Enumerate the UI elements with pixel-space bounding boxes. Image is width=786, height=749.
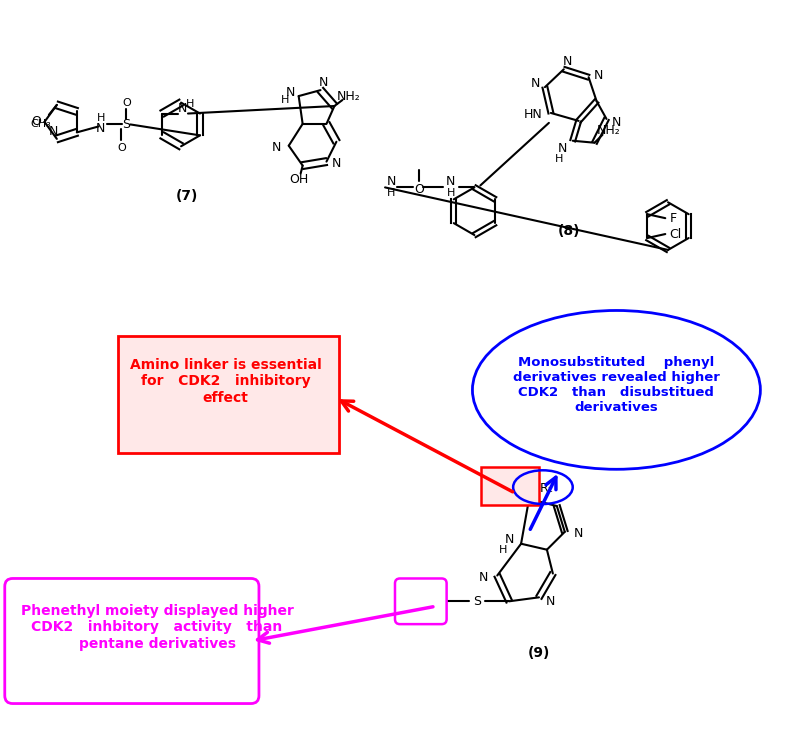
Text: H: H: [499, 545, 508, 555]
Text: N: N: [446, 175, 455, 188]
Text: NH₂: NH₂: [597, 124, 620, 137]
Text: H: H: [446, 188, 455, 198]
Text: N: N: [387, 175, 395, 188]
Text: (9): (9): [527, 646, 550, 660]
Text: S: S: [473, 595, 481, 607]
Text: N: N: [50, 125, 58, 139]
Text: O: O: [122, 97, 130, 108]
Text: Amino linker is essential
for   CDK2   inhibitory
effect: Amino linker is essential for CDK2 inhib…: [130, 358, 321, 404]
Text: NH₂: NH₂: [336, 90, 360, 103]
Text: N: N: [178, 102, 187, 115]
FancyBboxPatch shape: [118, 336, 340, 453]
Text: S: S: [123, 118, 130, 131]
Text: N: N: [332, 157, 341, 170]
Text: HN: HN: [500, 478, 520, 492]
Text: H: H: [97, 114, 105, 124]
Text: Monosubstituted    phenyl
derivatives revealed higher
CDK2   than   disubstitued: Monosubstituted phenyl derivatives revea…: [513, 356, 720, 414]
FancyBboxPatch shape: [481, 467, 539, 505]
Text: N: N: [272, 142, 281, 154]
Text: CH₃: CH₃: [31, 119, 51, 129]
Text: Cl: Cl: [669, 228, 681, 240]
Text: N: N: [505, 533, 514, 546]
Text: R: R: [416, 594, 425, 608]
Text: Phenethyl moiety displayed higher
CDK2   inhbitory   activity   than
pentane der: Phenethyl moiety displayed higher CDK2 i…: [20, 604, 293, 651]
FancyBboxPatch shape: [5, 578, 259, 703]
Text: N: N: [594, 69, 603, 82]
Text: O: O: [414, 183, 424, 196]
Text: N: N: [563, 55, 572, 68]
Text: R₁: R₁: [540, 482, 554, 494]
Text: F: F: [670, 212, 677, 225]
Text: N: N: [558, 142, 567, 155]
Text: N: N: [531, 76, 540, 90]
Text: (7): (7): [175, 189, 197, 203]
Text: N: N: [546, 595, 556, 607]
Text: OH: OH: [289, 173, 308, 186]
FancyBboxPatch shape: [395, 578, 446, 624]
Text: N: N: [612, 116, 621, 130]
Text: H: H: [555, 154, 563, 163]
Ellipse shape: [472, 311, 760, 470]
Text: N: N: [479, 571, 488, 584]
Text: N: N: [96, 122, 105, 135]
Text: H: H: [185, 99, 194, 109]
Text: N: N: [319, 76, 329, 88]
Text: O: O: [31, 115, 42, 128]
Text: O: O: [117, 143, 126, 154]
Text: H: H: [281, 95, 289, 105]
Text: (8): (8): [557, 224, 580, 238]
Text: N: N: [574, 527, 583, 540]
Text: HN: HN: [523, 109, 542, 121]
Text: N: N: [286, 85, 296, 99]
Text: H: H: [387, 188, 395, 198]
